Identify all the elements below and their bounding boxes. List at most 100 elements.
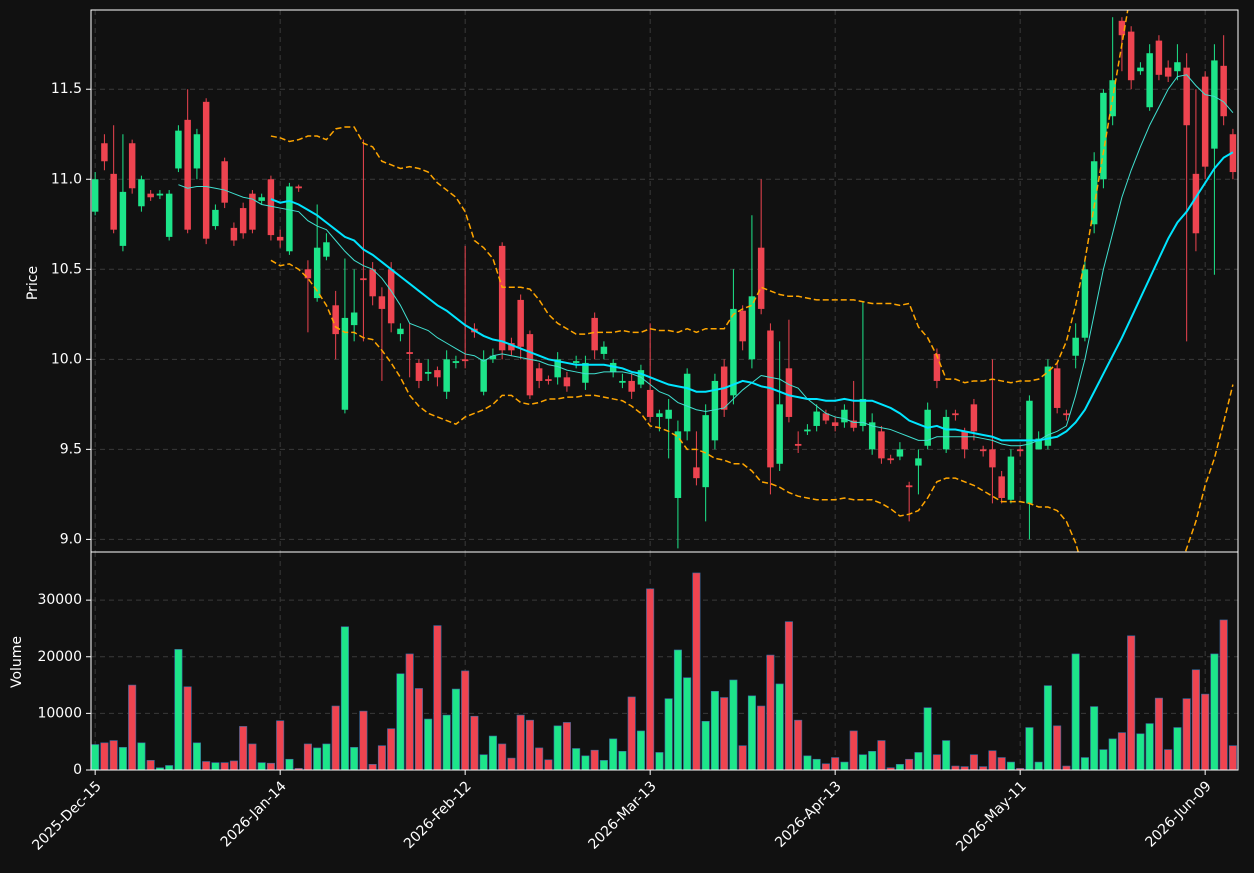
candle-body <box>239 208 247 234</box>
candle-body <box>276 236 284 241</box>
candle-body <box>952 413 959 416</box>
volume-bar <box>128 684 137 770</box>
volume-bar <box>359 710 368 770</box>
candle-body <box>369 269 376 297</box>
volume-bar <box>655 752 664 770</box>
candle-body <box>461 359 469 362</box>
candle-body <box>1063 413 1070 416</box>
volume-bar <box>433 625 442 770</box>
candle-body <box>600 346 608 354</box>
volume-plot <box>91 552 1238 770</box>
y-tick-label: 30000 <box>37 592 82 608</box>
candle-body <box>480 359 487 392</box>
volume-bar <box>535 747 544 770</box>
volume-bar <box>710 690 719 770</box>
volume-frame <box>90 551 1239 771</box>
volume-bar <box>1006 761 1015 770</box>
y-tick-label: 9.0 <box>60 531 82 547</box>
indicator-line <box>270 151 1234 442</box>
volume-axis-label: Volume <box>9 636 25 688</box>
volume-bar <box>1127 635 1136 770</box>
candle-body <box>1211 60 1218 149</box>
candle-body <box>517 299 524 347</box>
volume-bar <box>868 751 877 770</box>
volume-bar <box>1201 693 1210 770</box>
volume-bar <box>1182 698 1191 770</box>
volume-bar <box>932 754 941 770</box>
candle-body <box>1155 40 1163 75</box>
candle-body <box>230 227 238 241</box>
volume-bar <box>1034 761 1043 770</box>
candle-body <box>165 193 173 237</box>
candle-body <box>350 312 358 326</box>
volume-bar <box>1053 725 1062 770</box>
candle-body <box>646 389 654 417</box>
candle-body <box>545 379 552 381</box>
candle-body <box>434 370 441 378</box>
candle-body <box>961 431 968 450</box>
volume-bar <box>923 707 932 770</box>
candle-body <box>156 193 164 196</box>
volume-bar <box>581 755 590 770</box>
candle-body <box>831 422 839 426</box>
volume-bar <box>969 754 978 770</box>
y-tick-label: 20000 <box>37 649 82 665</box>
indicator-line <box>270 10 1129 384</box>
volume-bar <box>1099 749 1108 770</box>
volume-bar <box>849 730 858 770</box>
volume-bar <box>1062 765 1071 770</box>
candle-body <box>767 330 774 468</box>
volume-bar <box>470 715 479 770</box>
candle-body <box>915 458 922 466</box>
volume-bar <box>303 743 312 770</box>
volume-bar <box>553 725 562 770</box>
volume-bar <box>322 743 331 770</box>
volume-bar <box>118 747 127 770</box>
candle-body <box>582 362 589 383</box>
volume-bar <box>174 649 183 770</box>
volume-bar <box>229 760 238 770</box>
indicator-line <box>178 74 1234 447</box>
candle-body <box>332 305 339 335</box>
candle-body <box>397 328 404 335</box>
volume-bar <box>285 758 294 770</box>
candle-body <box>711 380 719 441</box>
volume-bar <box>146 760 155 770</box>
candle-body <box>563 377 571 387</box>
price-axis-label: Price <box>25 266 41 300</box>
volume-bar <box>525 719 534 770</box>
volume-bar <box>1219 619 1228 770</box>
candle-body <box>249 193 256 230</box>
volume-bar <box>1228 745 1237 770</box>
candle-body <box>313 247 321 299</box>
candle-body <box>378 296 386 309</box>
candle-body <box>341 317 349 410</box>
candle-body <box>1118 20 1126 36</box>
volume-bar <box>794 719 803 770</box>
candle-body <box>989 449 996 468</box>
candle-body <box>979 449 987 452</box>
volume-bar <box>997 757 1006 770</box>
volume-bar <box>1136 733 1145 770</box>
candle-body <box>387 269 395 324</box>
volume-bar <box>100 742 109 770</box>
volume-bar <box>1145 723 1154 770</box>
volume-bar <box>784 621 793 770</box>
candle-body <box>1081 269 1089 338</box>
candle-body <box>406 352 413 354</box>
volume-bar <box>91 744 100 770</box>
volume-bar <box>1080 757 1089 770</box>
volume-bar <box>1043 685 1052 770</box>
candle-body <box>1053 368 1061 408</box>
volume-bar <box>766 654 775 770</box>
volume-bar <box>988 750 997 770</box>
volume-bar <box>211 762 220 770</box>
candle-body <box>591 317 598 351</box>
candle-body <box>693 467 700 479</box>
volume-bar <box>442 714 451 770</box>
volume-bar <box>1090 706 1099 770</box>
candle-body <box>942 416 950 450</box>
volume-bar <box>720 697 729 770</box>
volume-bar <box>544 759 553 770</box>
candle-body <box>757 247 765 309</box>
